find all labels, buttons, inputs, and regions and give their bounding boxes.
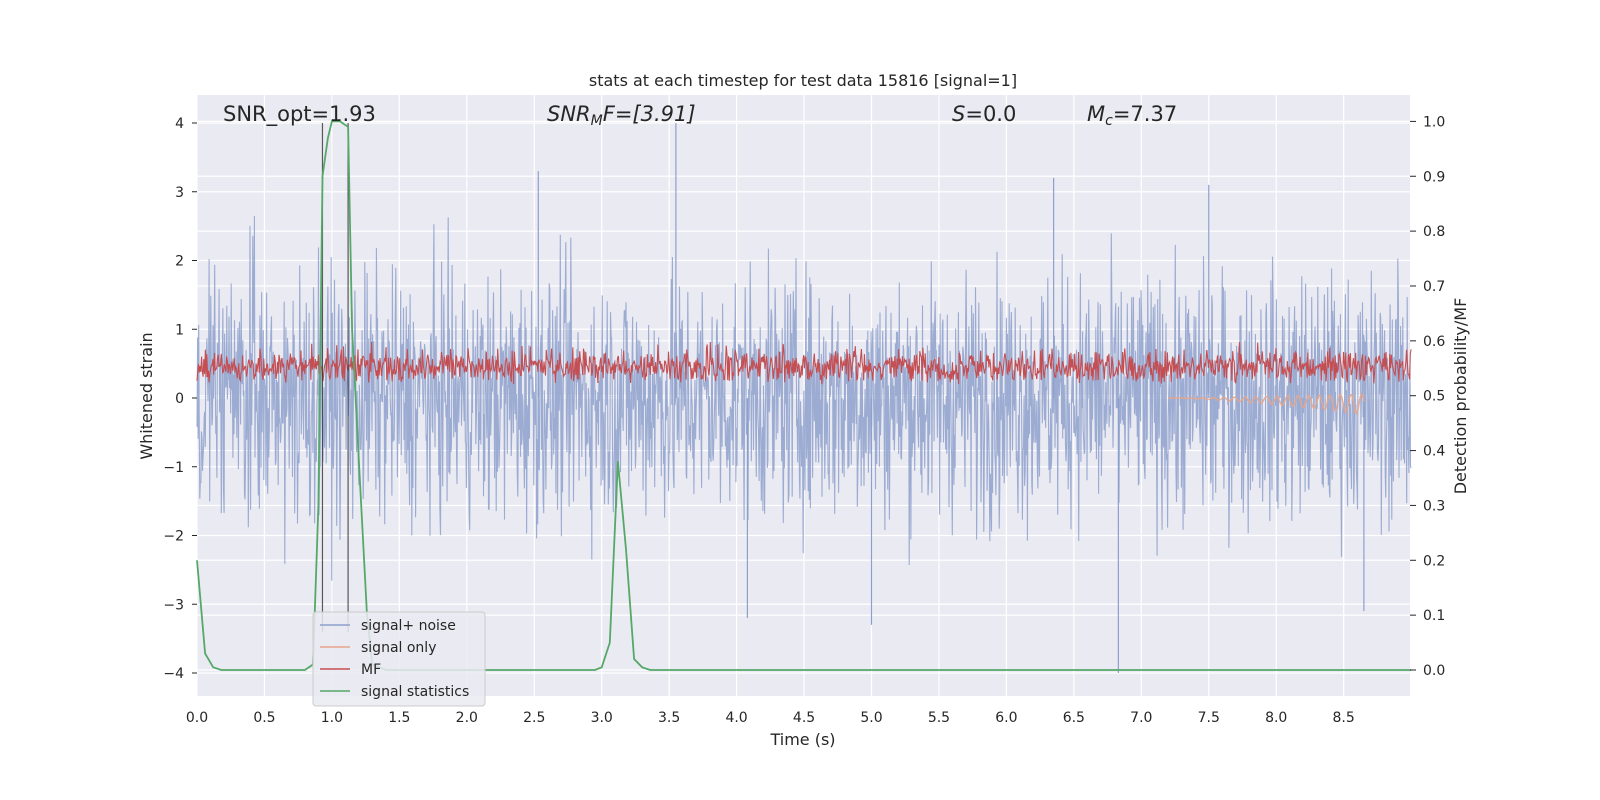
y-right-tick-label: 0.7 — [1423, 279, 1445, 295]
y-tick-label: −1 — [163, 460, 184, 476]
x-tick-label: 8.5 — [1333, 710, 1355, 726]
y-right-tick-label: 0.6 — [1423, 334, 1445, 350]
y-axis-ticks: 4 3 2 1 0 −1 −2 −3 −4 — [163, 116, 197, 682]
x-tick-label: 3.5 — [658, 710, 680, 726]
mf-series — [196, 341, 1412, 385]
legend: signal+ noise signal only MF signal stat… — [312, 611, 486, 707]
y-tick-label: 2 — [175, 254, 184, 270]
x-tick-label: 8.0 — [1265, 710, 1287, 726]
y-tick-label: −2 — [163, 529, 184, 545]
s-annotation: S=0.0 — [952, 102, 1016, 126]
y-tick-label: 4 — [175, 116, 184, 132]
y-tick-label: −3 — [163, 597, 184, 613]
legend-box — [312, 611, 486, 707]
y-right-tick-label: 0.2 — [1423, 553, 1445, 569]
snr-opt-annotation: SNR_opt=1.93 — [223, 102, 376, 127]
y-right-tick-label: 0.9 — [1423, 169, 1445, 185]
snr-mf-annotation: SNRMF=[3.91] — [547, 102, 696, 129]
x-tick-label: 3.0 — [591, 710, 613, 726]
x-tick-label: 4.0 — [725, 710, 747, 726]
x-tick-label: 6.0 — [995, 710, 1017, 726]
y-right-tick-label: 0.3 — [1423, 498, 1445, 514]
y-axis-label: Whitened strain — [137, 332, 156, 459]
x-axis-ticks: 0.0 0.5 1.0 1.5 2.0 2.5 3.0 3.5 4.0 4.5 5.0 5.5 6.0 6… — [186, 710, 1355, 726]
y-right-tick-label: 0.8 — [1423, 224, 1445, 240]
mf-line — [196, 341, 1412, 385]
x-tick-label: 0.5 — [253, 710, 275, 726]
x-axis-label: Time (s) — [769, 730, 835, 749]
x-tick-label: 1.0 — [321, 710, 343, 726]
x-tick-label: 5.5 — [928, 710, 950, 726]
signal-only-line — [1168, 392, 1365, 416]
y-right-axis-label: Detection probability/MF — [1451, 298, 1470, 495]
y-tick-label: 3 — [175, 185, 184, 201]
x-tick-label: 1.5 — [388, 710, 410, 726]
x-tick-label: 4.5 — [793, 710, 815, 726]
y-right-axis-ticks: 1.0 0.9 0.8 0.7 0.6 0.5 0.4 0.3 0.2 0.1 0.0 — [1410, 114, 1445, 679]
x-tick-label: 6.5 — [1063, 710, 1085, 726]
legend-label-mf: MF — [361, 662, 381, 678]
x-tick-label: 7.5 — [1198, 710, 1220, 726]
y-right-tick-label: 0.5 — [1423, 389, 1445, 405]
y-right-tick-label: 1.0 — [1423, 114, 1445, 130]
y-tick-label: −4 — [163, 666, 184, 682]
mc-annotation: Mc=7.37 — [1087, 102, 1177, 129]
signal-only-series — [1168, 392, 1365, 416]
chart-title: stats at each timestep for test data 158… — [589, 71, 1017, 90]
x-tick-label: 7.0 — [1130, 710, 1152, 726]
x-tick-label: 5.0 — [860, 710, 882, 726]
x-tick-label: 0.0 — [186, 710, 208, 726]
y-tick-label: 0 — [175, 391, 184, 407]
y-right-tick-label: 0.0 — [1423, 663, 1445, 679]
x-tick-label: 2.5 — [523, 710, 545, 726]
legend-label-signal-only: signal only — [361, 640, 436, 656]
legend-label-signal-noise: signal+ noise — [361, 618, 456, 634]
legend-label-signal-statistics: signal statistics — [361, 684, 469, 700]
y-tick-label: 1 — [175, 322, 184, 338]
x-tick-label: 2.0 — [456, 710, 478, 726]
y-right-tick-label: 0.1 — [1423, 608, 1445, 624]
y-right-tick-label: 0.4 — [1423, 444, 1445, 460]
